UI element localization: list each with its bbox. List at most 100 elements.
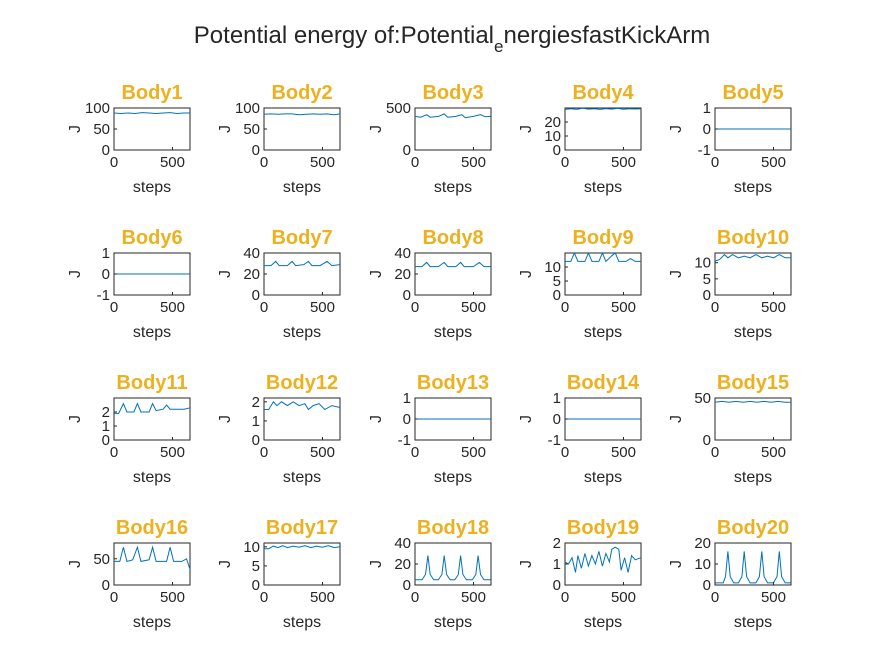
x-tick-label: 0 [561, 154, 569, 171]
y-tick-label: 2 [553, 535, 561, 552]
x-tick-label: 0 [110, 444, 118, 461]
y-tick-label: 20 [394, 266, 411, 283]
x-tick-label: 0 [561, 589, 569, 606]
y-axis-label: J [67, 415, 84, 423]
subplot-title: Body9 [572, 227, 633, 249]
y-tick-label: 0 [403, 577, 411, 594]
series-line [414, 113, 492, 119]
series-line [264, 400, 341, 411]
subplot-title: Body11 [116, 372, 187, 394]
y-tick-label: 1 [102, 418, 110, 435]
x-tick-label: 0 [561, 299, 569, 316]
y-axis-label: J [668, 270, 685, 278]
x-axis-label: steps [434, 324, 472, 341]
y-tick-label: 0 [102, 142, 110, 159]
series-line [114, 545, 191, 570]
y-tick-label: 0 [252, 287, 260, 304]
subplot-title: Body8 [422, 227, 483, 249]
x-tick-label: 0 [711, 299, 719, 316]
y-tick-label: 50 [694, 390, 711, 407]
y-tick-label: 0 [553, 287, 561, 304]
x-tick-label: 500 [310, 299, 335, 316]
x-axis-label: steps [283, 469, 321, 486]
subplot-title: Body4 [572, 82, 634, 104]
y-tick-label: 500 [386, 100, 411, 117]
series-line [564, 546, 642, 573]
subplot-11: 0 500 012 Body11 steps J [67, 372, 191, 486]
subplot-title: Body19 [567, 517, 639, 539]
y-tick-label: 50 [243, 121, 260, 138]
subplot-title: Body13 [417, 372, 489, 394]
y-axis-label: J [217, 560, 234, 568]
y-tick-label: 0 [703, 432, 711, 449]
x-tick-label: 500 [160, 444, 185, 461]
y-tick-label: -1 [698, 142, 711, 159]
y-tick-label: 100 [85, 100, 110, 117]
series-line [714, 253, 791, 262]
axes-box [263, 252, 341, 296]
y-tick-label: 10 [243, 539, 260, 556]
x-tick-label: 0 [110, 154, 118, 171]
x-tick-label: 500 [761, 154, 786, 171]
x-tick-label: 0 [411, 299, 419, 316]
x-axis-label: steps [133, 324, 171, 341]
x-tick-label: 0 [260, 589, 268, 606]
y-tick-label: 1 [403, 390, 411, 407]
y-tick-label: 50 [93, 551, 110, 568]
y-axis-label: J [67, 125, 84, 133]
x-axis-label: steps [133, 614, 171, 631]
x-tick-label: 500 [611, 154, 636, 171]
y-tick-label: 1 [553, 556, 561, 573]
y-axis-label: J [368, 270, 385, 278]
axes-box [714, 397, 792, 441]
y-tick-label: 10 [694, 556, 711, 573]
y-tick-label: 0 [102, 266, 110, 283]
y-tick-label: 0 [703, 121, 711, 138]
y-tick-label: 5 [553, 273, 561, 290]
subplot-title: Body14 [567, 372, 640, 394]
figure-title-rest: nergiesfastKickArm [503, 22, 710, 49]
x-axis-label: steps [434, 179, 472, 196]
x-axis-label: steps [584, 614, 622, 631]
subplot-title: Body16 [116, 517, 188, 539]
subplot-title: Body17 [266, 517, 338, 539]
x-tick-label: 500 [310, 154, 335, 171]
axes-box [714, 252, 792, 296]
subplot-title: Body1 [121, 82, 182, 104]
subplot-3: 0 500 0 500 Body3 steps J [368, 82, 492, 196]
x-tick-label: 500 [461, 299, 486, 316]
x-axis-label: steps [133, 179, 171, 196]
x-axis-label: steps [434, 469, 472, 486]
series-line [715, 551, 791, 584]
y-tick-label: 0 [403, 287, 411, 304]
x-tick-label: 500 [611, 589, 636, 606]
y-tick-label: 5 [252, 558, 260, 575]
y-tick-label: 10 [544, 128, 561, 145]
subplot-title: Body5 [722, 82, 783, 104]
y-tick-label: 40 [394, 535, 411, 552]
y-axis-label: J [368, 415, 385, 423]
x-tick-label: 500 [160, 299, 185, 316]
x-axis-label: steps [584, 324, 622, 341]
series-line [114, 402, 191, 414]
y-axis-label: J [368, 125, 385, 133]
subplot-16: 0 500 0 50 Body16 steps J [67, 517, 191, 631]
x-axis-label: steps [734, 469, 772, 486]
subplot-title: Body12 [266, 372, 338, 394]
x-tick-label: 500 [160, 154, 185, 171]
series-line [565, 251, 641, 263]
x-tick-label: 500 [611, 299, 636, 316]
x-tick-label: 0 [561, 444, 569, 461]
y-tick-label: 1 [553, 390, 561, 407]
y-tick-label: 100 [235, 100, 260, 117]
series-line [263, 113, 341, 116]
subplot-title: Body18 [417, 517, 489, 539]
